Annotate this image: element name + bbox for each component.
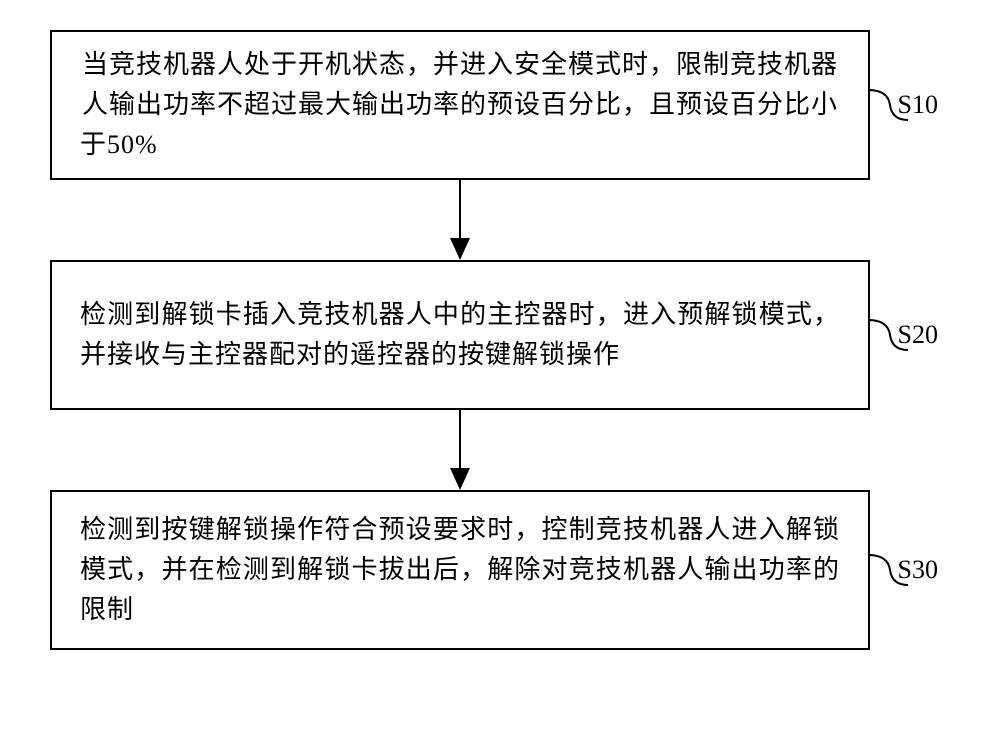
flowchart-node-s10: 当竞技机器人处于开机状态，并进入安全模式时，限制竞技机器人输出功率不超过最大输出… (50, 30, 870, 180)
flowchart-arrow (50, 410, 870, 490)
node-label: S10 (898, 90, 938, 120)
node-label: S30 (898, 555, 938, 585)
flowchart-node-s30: 检测到按键解锁操作符合预设要求时，控制竞技机器人进入解锁模式，并在检测到解锁卡拔… (50, 490, 870, 650)
flowchart-arrow (50, 180, 870, 260)
flowchart-container: 当竞技机器人处于开机状态，并进入安全模式时，限制竞技机器人输出功率不超过最大输出… (50, 30, 950, 650)
node-text: 当竞技机器人处于开机状态，并进入安全模式时，限制竞技机器人输出功率不超过最大输出… (80, 45, 840, 166)
flowchart-node-s20: 检测到解锁卡插入竞技机器人中的主控器时，进入预解锁模式，并接收与主控器配对的遥控… (50, 260, 870, 410)
node-text: 检测到解锁卡插入竞技机器人中的主控器时，进入预解锁模式，并接收与主控器配对的遥控… (80, 295, 840, 376)
node-text: 检测到按键解锁操作符合预设要求时，控制竞技机器人进入解锁模式，并在检测到解锁卡拔… (80, 510, 840, 631)
node-label: S20 (898, 320, 938, 350)
